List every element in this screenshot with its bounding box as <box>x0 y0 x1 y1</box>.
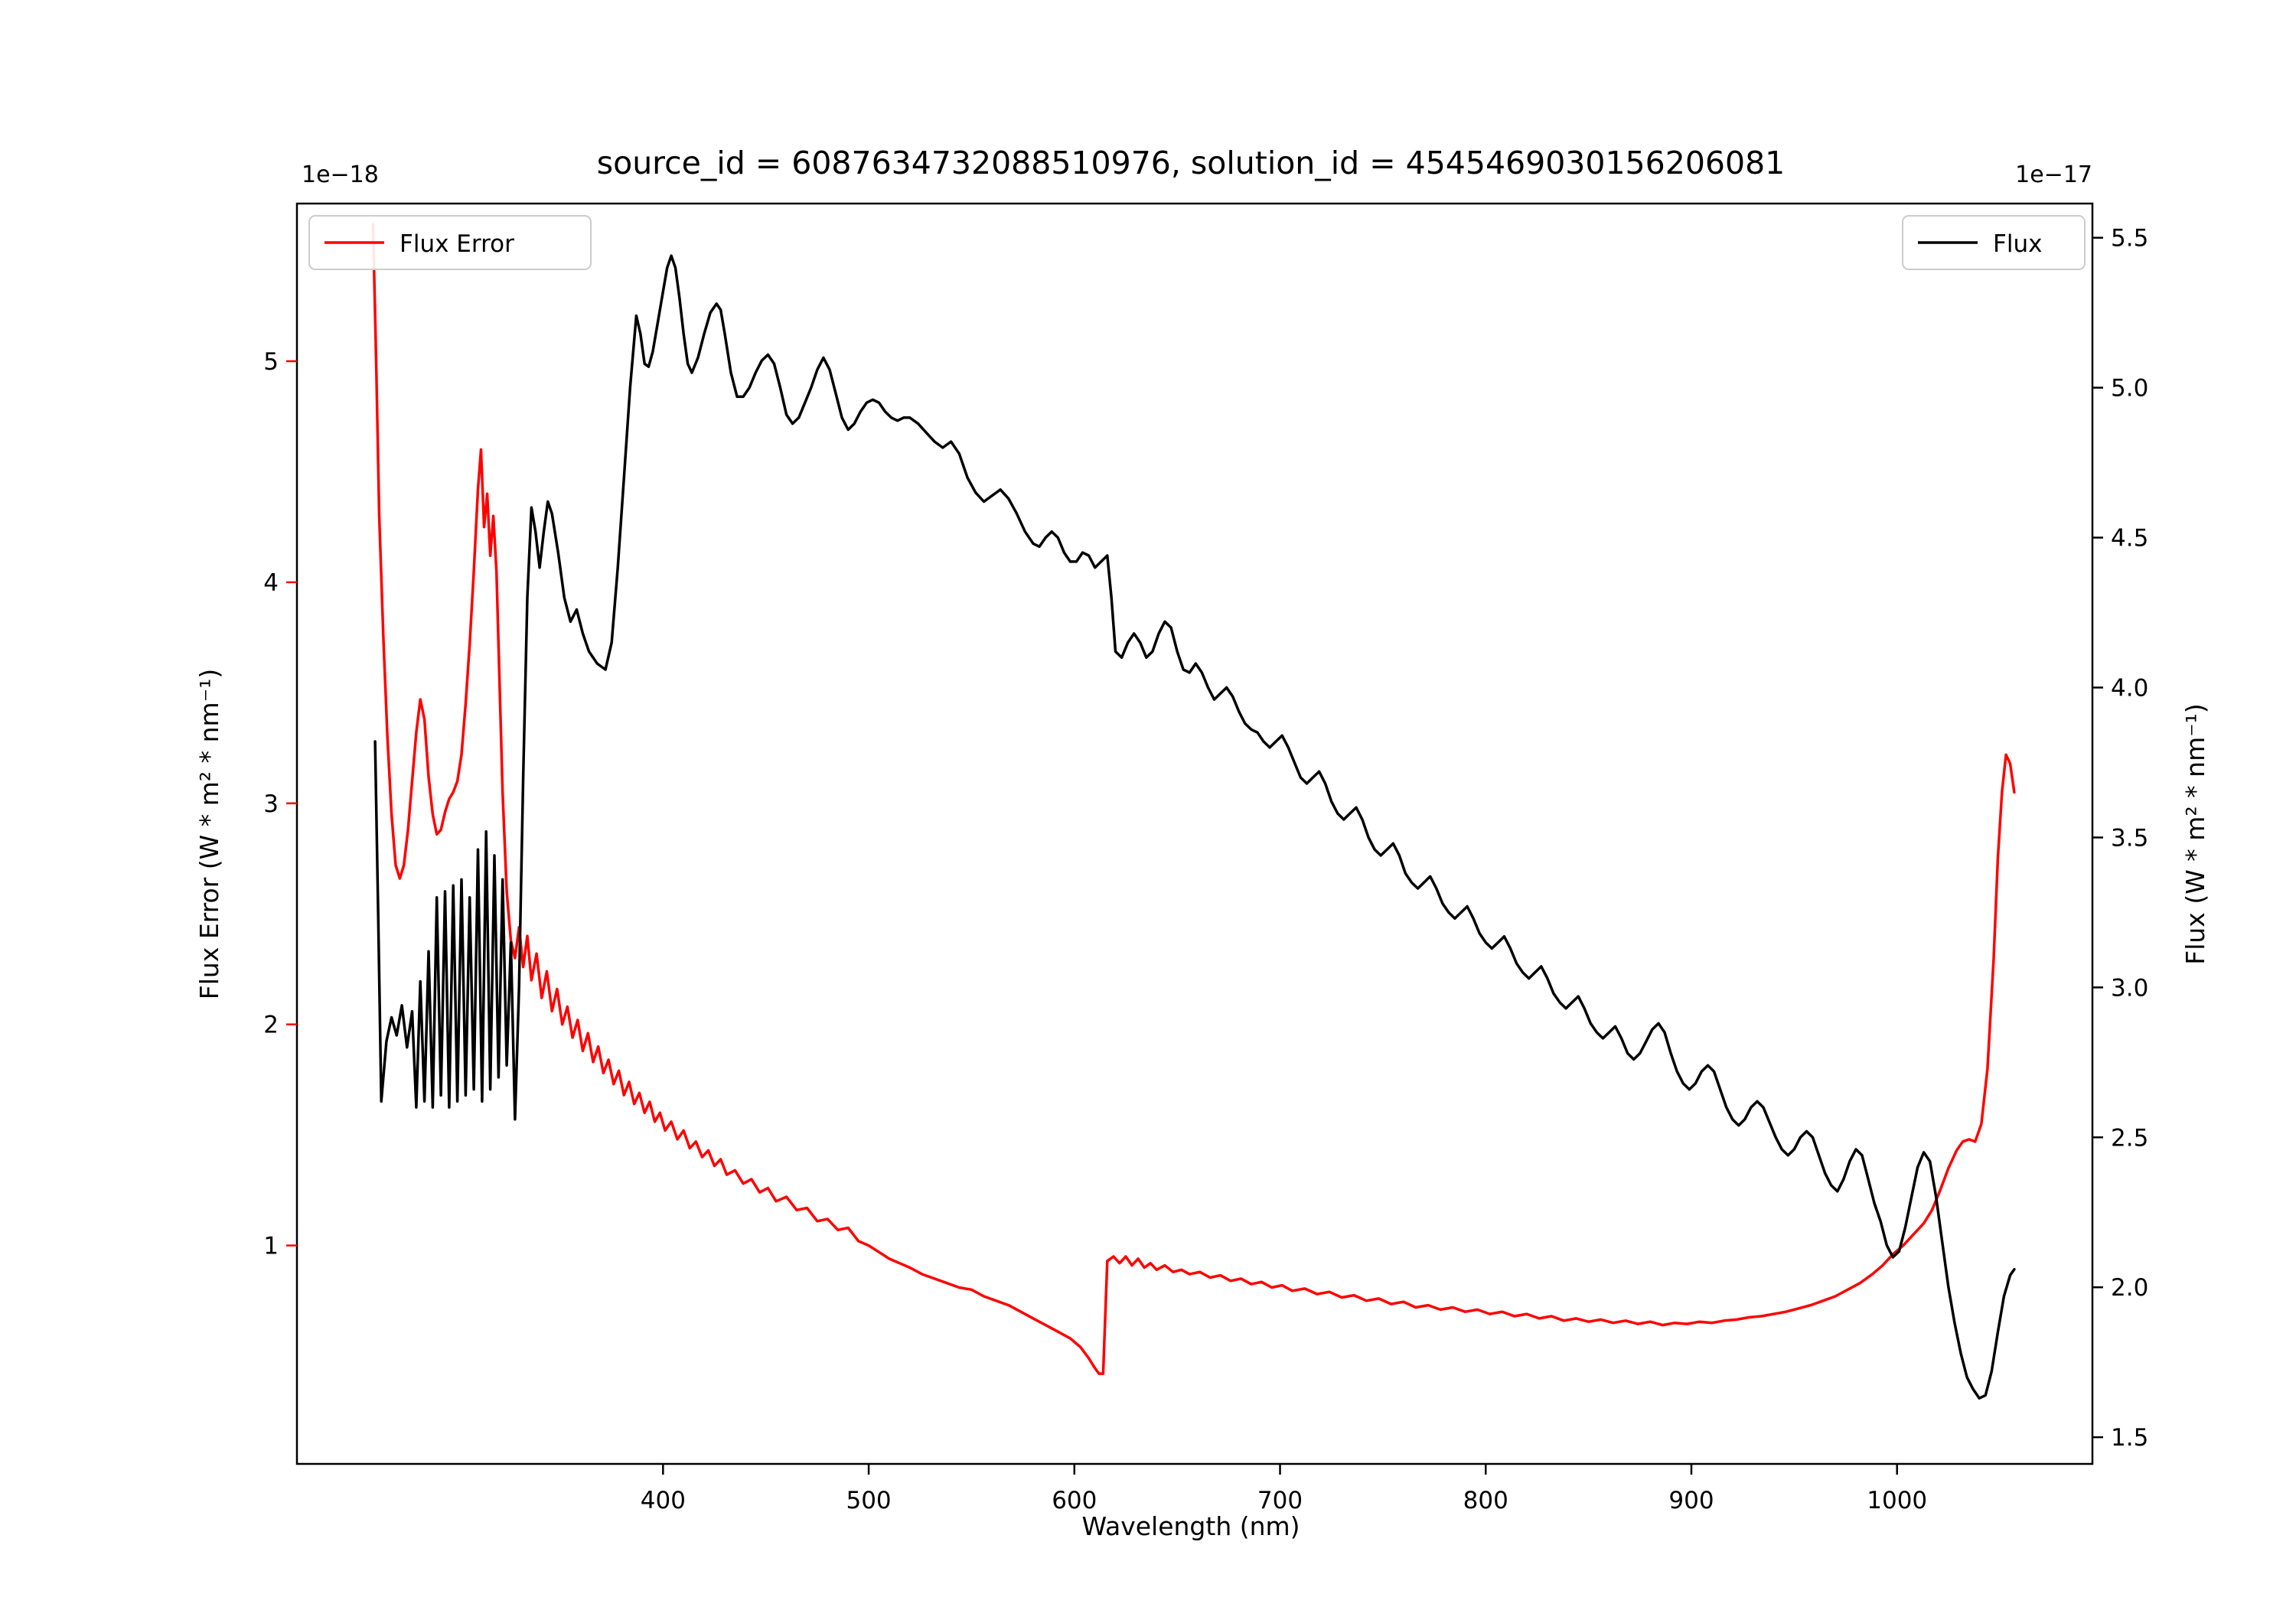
right-offset-label: 1e−17 <box>2015 161 2092 188</box>
x-tick-label: 1000 <box>1867 1487 1927 1514</box>
x-tick-label: 900 <box>1668 1487 1714 1514</box>
left-y-tick-label: 2 <box>263 1012 279 1039</box>
left-y-axis-label: Flux Error (W * m² * nm⁻¹) <box>194 669 224 999</box>
x-axis-ticks: 400 500 600 700 800 900 1000 <box>641 1464 1927 1514</box>
x-tick-label: 600 <box>1052 1487 1097 1514</box>
legend-flux-box <box>1902 215 2086 270</box>
x-tick-label: 500 <box>846 1487 891 1514</box>
right-y-tick-label: 1.5 <box>2111 1424 2148 1452</box>
right-y-tick-label: 2.0 <box>2111 1274 2148 1302</box>
x-tick-label: 800 <box>1463 1487 1508 1514</box>
legend-flux-label: Flux <box>1993 230 2042 258</box>
left-y-tick-label: 1 <box>263 1233 279 1260</box>
flux-curve <box>373 254 2016 1400</box>
legend-flux-error-label: Flux Error <box>400 230 514 258</box>
legend-flux: Flux <box>1902 215 2086 270</box>
right-y-axis-ticks: 1.5 2.0 2.5 3.0 3.5 4.0 4.5 5.0 5.5 <box>2092 225 2148 1452</box>
left-y-tick-label: 5 <box>263 348 279 376</box>
legend-flux-error-box <box>308 215 592 270</box>
right-y-tick-label: 2.5 <box>2111 1124 2148 1152</box>
legend-flux-error: Flux Error <box>308 215 592 270</box>
plot-area <box>297 204 2092 1464</box>
left-y-tick-label: 3 <box>263 790 279 818</box>
x-tick-label: 400 <box>641 1487 686 1514</box>
chart-title: source_id = 6087634732088510976, solutio… <box>597 145 1786 181</box>
left-offset-label: 1e−18 <box>302 161 379 188</box>
right-y-tick-label: 4.0 <box>2111 674 2148 702</box>
right-y-tick-label: 5.5 <box>2111 225 2148 253</box>
left-y-tick-label: 4 <box>263 569 279 597</box>
x-axis-label: Wavelength (nm) <box>1081 1511 1300 1541</box>
flux-error-curve <box>371 223 2016 1375</box>
right-y-tick-label: 3.5 <box>2111 824 2148 852</box>
plot-border <box>295 202 2094 1465</box>
right-y-tick-label: 4.5 <box>2111 525 2148 553</box>
right-y-tick-label: 3.0 <box>2111 974 2148 1002</box>
left-y-axis-ticks: 1 2 3 4 5 <box>263 348 297 1260</box>
x-tick-label: 700 <box>1257 1487 1303 1514</box>
right-y-axis-label: Flux (W * m² * nm⁻¹) <box>2180 703 2210 965</box>
right-y-tick-label: 5.0 <box>2111 375 2148 403</box>
series-group <box>371 223 2016 1400</box>
